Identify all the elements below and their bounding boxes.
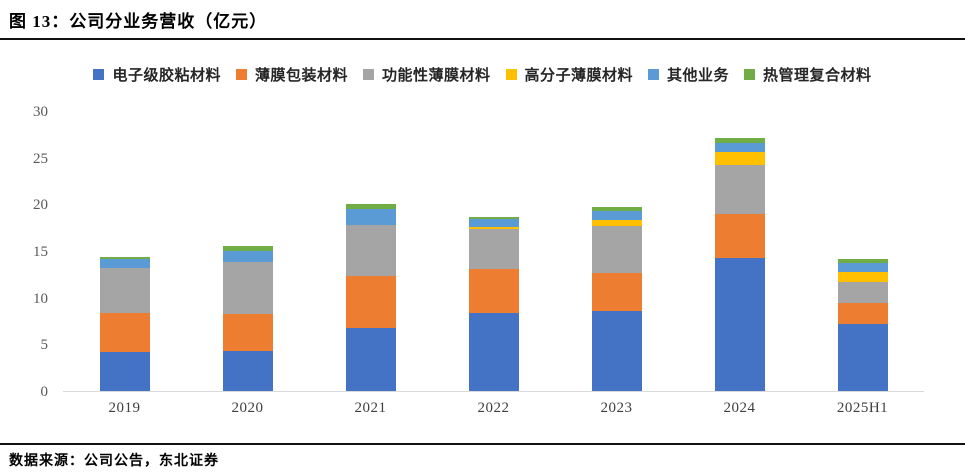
legend-item: 电子级胶粘材料 (93, 64, 221, 85)
legend-swatch-icon (505, 69, 517, 80)
y-tick-label: 30 (33, 104, 48, 120)
source-divider (0, 443, 965, 445)
figure-title: 图 13：公司分业务营收（亿元） (9, 12, 268, 31)
legend-swatch-icon (93, 69, 105, 80)
plot-area (63, 112, 924, 392)
bar-segment (714, 258, 765, 391)
bar-segment (837, 259, 888, 264)
bar-segment (99, 351, 150, 391)
bar-segment (99, 312, 150, 352)
stacked-bar-2024 (714, 138, 765, 391)
legend-item: 其他业务 (648, 64, 729, 85)
legend-swatch-icon (648, 69, 660, 80)
bar-segment (591, 220, 642, 226)
x-axis: 2019 2020 2021 2022 2023 2024 2025H1 (63, 400, 924, 417)
bar-segment (99, 259, 150, 268)
bar-segment (837, 263, 888, 272)
legend-label: 热管理复合材料 (763, 68, 872, 84)
legend-label: 电子级胶粘材料 (112, 68, 221, 84)
bar-segment (345, 328, 396, 391)
x-tick-label: 2021 (354, 400, 387, 416)
bar-segment (591, 273, 642, 311)
bar-segment (345, 276, 396, 329)
data-source: 数据来源：公司公告，东北证券 (9, 454, 219, 469)
y-tick-label: 10 (33, 290, 48, 307)
legend-item: 薄膜包装材料 (235, 64, 348, 85)
x-tick-label: 2025H1 (836, 400, 889, 416)
x-tick-label: 2019 (108, 400, 141, 416)
bar-segment (591, 225, 642, 274)
legend-item: 高分子薄膜材料 (505, 64, 634, 85)
stacked-bar-2023 (591, 207, 642, 391)
bar-segment (468, 226, 519, 229)
bar-segment (222, 314, 273, 351)
bar-segment (468, 312, 519, 391)
title-divider (0, 38, 965, 40)
bar-segment (345, 209, 396, 225)
bar-segment (837, 281, 888, 304)
bar-segment (222, 251, 273, 263)
y-tick-label: 0 (40, 384, 49, 400)
stacked-bar-2022 (468, 216, 519, 391)
bar-segment (345, 204, 396, 210)
bar-segment (222, 262, 273, 315)
y-axis: 0 5 10 15 20 25 30 (0, 104, 49, 400)
stacked-bar-2020 (222, 246, 273, 391)
bar-segment (714, 165, 765, 214)
bar-segment (714, 142, 765, 153)
bar-segment (468, 228, 519, 269)
stacked-bar-2025H1 (837, 259, 888, 391)
legend-swatch-icon (235, 69, 247, 80)
legend-label: 高分子薄膜材料 (524, 68, 634, 84)
legend-label: 其他业务 (667, 68, 730, 84)
chart-legend: 电子级胶粘材料 薄膜包装材料 功能性薄膜材料 高分子薄膜材料 其他业务 热管理复合材料 (0, 64, 965, 85)
bar-segment (222, 350, 273, 391)
bar-segment (837, 271, 888, 282)
bar-segment (222, 246, 273, 252)
bar-segment (714, 152, 765, 166)
x-tick-label: 2023 (600, 400, 633, 416)
y-tick-label: 20 (33, 197, 48, 214)
legend-label: 功能性薄膜材料 (381, 68, 491, 84)
legend-swatch-icon (744, 69, 756, 80)
legend-item: 热管理复合材料 (744, 64, 872, 85)
bar-segment (714, 213, 765, 259)
bar-segment (591, 207, 642, 211)
x-tick-label: 2022 (477, 400, 510, 416)
y-tick-label: 25 (33, 150, 48, 167)
bar-segment (468, 216, 519, 220)
bar-segment (345, 224, 396, 277)
stacked-bar-2021 (345, 204, 396, 391)
y-tick-label: 5 (40, 337, 49, 354)
bar-segment (468, 268, 519, 313)
bar-segment (714, 138, 765, 143)
bar-segment (837, 303, 888, 324)
x-tick-label: 2020 (231, 400, 264, 416)
bar-segment (591, 310, 642, 391)
bar-segment (837, 323, 888, 391)
legend-label: 薄膜包装材料 (254, 68, 348, 84)
legend-swatch-icon (362, 69, 374, 80)
y-tick-label: 15 (33, 244, 48, 260)
stacked-bar-2019 (99, 256, 150, 391)
legend-item: 功能性薄膜材料 (362, 64, 491, 85)
bar-segment (468, 219, 519, 227)
bar-segment (591, 210, 642, 221)
x-tick-label: 2024 (723, 400, 756, 416)
bar-segment (99, 256, 150, 260)
bar-segment (99, 267, 150, 313)
